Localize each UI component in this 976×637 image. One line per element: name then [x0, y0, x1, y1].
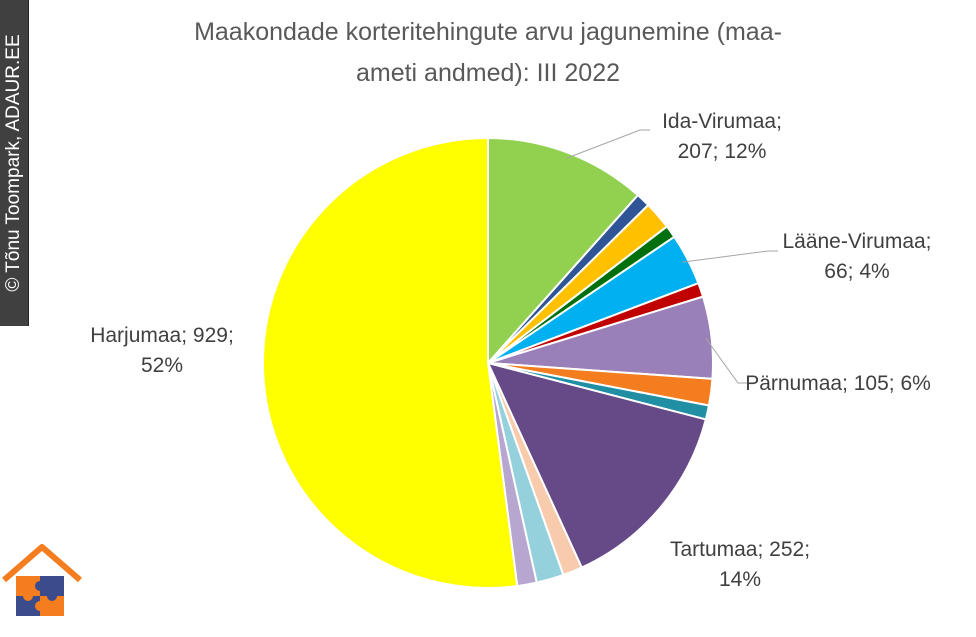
data-label-line: Tartumaa; 252;	[670, 538, 810, 561]
leader-line	[682, 250, 778, 263]
pie-slice-0	[487, 136, 640, 366]
pie-slice-13	[262, 136, 519, 589]
data-label-line: Ida-Virumaa;	[662, 110, 782, 133]
data-label-line: Lääne-Virumaa;	[782, 230, 931, 253]
data-label-line: 207; 12%	[678, 140, 767, 163]
pie-slices	[262, 136, 714, 589]
leader-line	[565, 129, 650, 159]
copyright-watermark: © Tõnu Toompark, ADAUR.EE	[0, 0, 29, 326]
pie-slice-9	[486, 361, 708, 569]
data-label-line: Harjumaa; 929;	[90, 324, 234, 347]
chart-title: Maakondade korteritehingute arvu jagunem…	[194, 18, 782, 87]
chart-title-line: Maakondade korteritehingute arvu jagunem…	[194, 18, 782, 46]
data-label-line: 66; 4%	[824, 260, 889, 283]
data-label-line: 14%	[719, 568, 761, 591]
data-label-line: Pärnumaa; 105; 6%	[745, 372, 931, 395]
leader-lines	[565, 129, 778, 384]
house-puzzle-logo	[2, 544, 82, 616]
data-labels: Ida-Virumaa; 207; 12% Lääne-Virumaa; 66; 4%…	[90, 110, 931, 591]
chart-title-line: ameti andmed): III 2022	[356, 59, 620, 87]
data-label-line: 52%	[141, 354, 183, 377]
leader-line	[705, 337, 748, 384]
